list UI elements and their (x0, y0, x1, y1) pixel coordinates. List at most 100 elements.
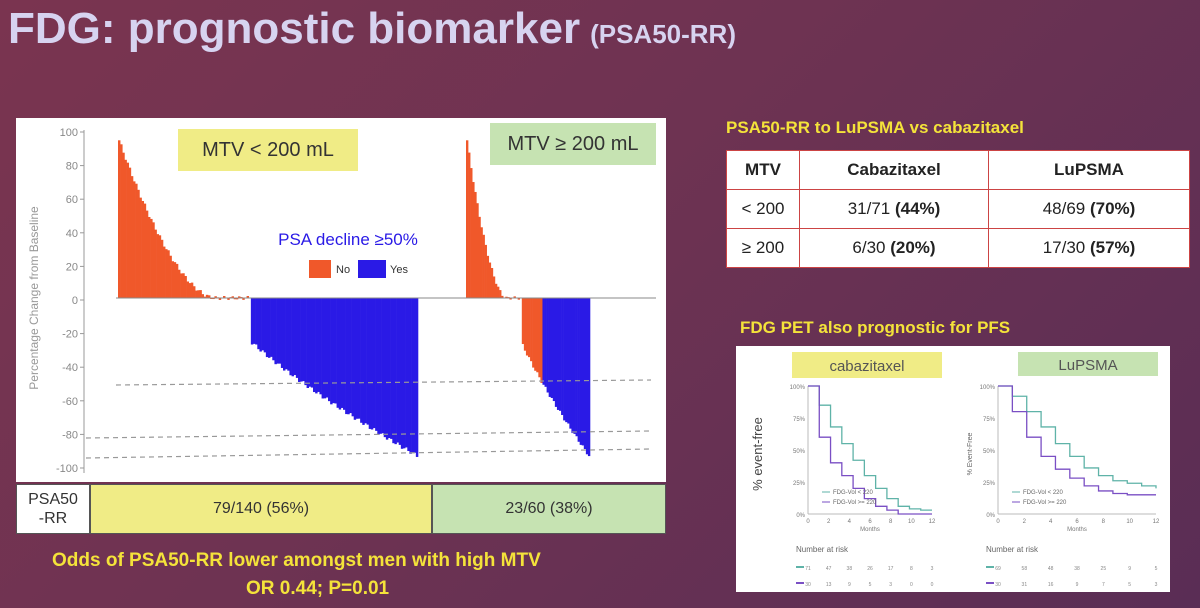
waterfall-bar (517, 298, 521, 300)
waterfall-y-label: Percentage Change from Baseline (27, 206, 41, 390)
km-risk-count: 9 (1076, 582, 1079, 588)
waterfall-y-tick: 20 (66, 261, 78, 273)
km-risk-count: 71 (805, 566, 811, 572)
waterfall-bar (396, 298, 400, 443)
waterfall-bar (319, 298, 322, 395)
waterfall-bar (379, 298, 382, 434)
waterfall-bar (118, 140, 121, 298)
km-risk-count: 0 (931, 582, 934, 588)
legend-yes-swatch (358, 260, 386, 278)
pfs-right-y-label: % Event-Free (967, 432, 974, 475)
waterfall-bar (227, 298, 230, 300)
km-risk-count: 5 (869, 582, 872, 588)
response-table: MTV Cabazitaxel LuPSMA < 200 31/71 (44%)… (726, 150, 1190, 268)
waterfall-bar (148, 216, 151, 298)
km-y-tick: 75% (793, 417, 806, 423)
waterfall-bars (118, 140, 591, 457)
km-x-label: Months (860, 527, 880, 533)
waterfall-y-tick: -20 (62, 329, 78, 341)
waterfall-bar (388, 298, 391, 439)
waterfall-bar (163, 246, 166, 298)
waterfall-bar (536, 298, 539, 373)
waterfall-bar (358, 298, 361, 419)
km-risk-count: 17 (888, 566, 894, 572)
waterfall-bar (340, 298, 344, 408)
pfs-title: FDG PET also prognostic for PFS (740, 318, 1011, 337)
waterfall-bar (218, 298, 222, 300)
waterfall-bar (538, 298, 541, 378)
km-at-risk-label: Number at risk (796, 545, 849, 554)
km-risk-count: 58 (1022, 566, 1028, 572)
km-risk-count: 9 (848, 582, 851, 588)
waterfall-bar (278, 298, 282, 364)
waterfall-bar (190, 282, 194, 298)
waterfall-bar (385, 298, 389, 440)
km-risk-count: 31 (1022, 582, 1028, 588)
waterfall-bar (193, 286, 196, 298)
psa50-rr-label-line2: -RR (38, 510, 68, 527)
waterfall-y-tick: -100 (56, 463, 78, 475)
waterfall-bar (167, 250, 170, 298)
slide-title: FDG: prognostic biomarker (PSA50-RR) (8, 4, 736, 54)
waterfall-bar (293, 298, 297, 376)
km-x-tick: 4 (848, 519, 852, 525)
km-x-tick: 6 (868, 519, 872, 525)
legend-no-label: No (336, 264, 350, 276)
ref-line-minus90 (85, 448, 652, 459)
lu-pct: (57%) (1089, 238, 1136, 257)
km-risk-count: 8 (910, 566, 913, 572)
waterfall-bar (571, 298, 574, 434)
waterfall-bar (330, 298, 333, 405)
waterfall-bar (246, 296, 250, 298)
waterfall-bar (180, 273, 183, 298)
km-x-tick: 2 (827, 519, 831, 525)
waterfall-bar (268, 298, 271, 358)
waterfall-bar (308, 298, 312, 387)
waterfall-bar (272, 298, 275, 361)
table-row: ≥ 200 6/30 (20%) 17/30 (57%) (726, 228, 1190, 268)
km-x-tick: 6 (1075, 519, 1079, 525)
legend-no-swatch (309, 260, 331, 278)
waterfall-y-tick: -60 (62, 396, 78, 408)
table-header-row: MTV Cabazitaxel LuPSMA (726, 150, 1190, 190)
waterfall-bar (351, 298, 355, 417)
psa50-rr-row: PSA50 -RR 79/140 (56%) 23/60 (38%) (16, 484, 666, 534)
waterfall-bar (532, 298, 535, 368)
waterfall-bar (321, 298, 325, 399)
km-risk-count: 25 (1101, 566, 1107, 572)
waterfall-bar (575, 298, 578, 437)
waterfall-bar (276, 298, 280, 364)
waterfall-bar (325, 298, 329, 398)
waterfall-bar (505, 296, 508, 298)
km-x-tick: 8 (1102, 519, 1106, 525)
km-y-tick: 0% (796, 513, 805, 519)
waterfall-bar (400, 298, 404, 449)
waterfall-bar (184, 275, 187, 298)
waterfall-bar (210, 298, 213, 300)
km-legend-low: FDG-Vol < 220 (833, 490, 874, 496)
waterfall-bar (542, 298, 545, 385)
waterfall-bar (567, 298, 570, 424)
waterfall-bar (315, 298, 318, 394)
lu-count: 48/69 (1042, 199, 1090, 218)
km-x-tick: 10 (908, 519, 915, 525)
waterfall-y-tick: 0 (72, 295, 78, 307)
waterfall-bar (280, 298, 284, 368)
waterfall-bar (546, 298, 549, 393)
waterfall-bar (486, 255, 490, 298)
waterfall-bar (289, 298, 292, 376)
km-y-tick: 50% (983, 449, 996, 455)
waterfall-bar (135, 183, 138, 298)
waterfall-bar (126, 162, 130, 298)
waterfall-bar (186, 281, 190, 298)
waterfall-bar (366, 298, 370, 425)
waterfall-bar (394, 298, 397, 445)
pfs-panel: cabazitaxel % event-free 100% 75% 50% 25% 0%… (736, 346, 1170, 592)
waterfall-bar (398, 298, 402, 445)
row-lupsma: 17/30 (57%) (988, 228, 1190, 268)
waterfall-bar (143, 203, 147, 298)
waterfall-bar (304, 298, 307, 386)
waterfall-bar (201, 294, 205, 298)
waterfall-bar (534, 298, 537, 371)
waterfall-bar (160, 239, 164, 298)
